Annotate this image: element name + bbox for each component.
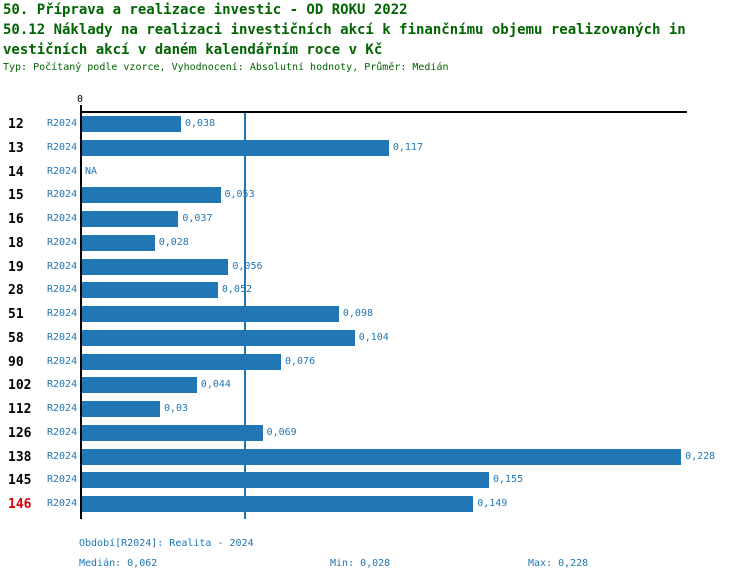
chart-row: 146 R2024 0,149 bbox=[0, 496, 750, 512]
chart-row: 15 R2024 0,053 bbox=[0, 187, 750, 204]
row-id-label: 126 bbox=[8, 425, 32, 441]
value-label: 0,104 bbox=[358, 331, 389, 343]
series-label: R2024 bbox=[47, 355, 78, 367]
series-label: R2024 bbox=[47, 213, 78, 224]
series-label: R2024 bbox=[47, 118, 78, 129]
series-label: R2024 bbox=[47, 165, 78, 177]
chart-row: 51 R2024 0,098 bbox=[0, 306, 750, 322]
chart-title-line2: 50.12 Náklady na realizaci investičních … bbox=[3, 22, 686, 38]
value-label: 0,053 bbox=[224, 189, 255, 201]
chart-row: 112 R2024 0,03 bbox=[0, 401, 750, 417]
chart-row: 58 R2024 0,104 bbox=[0, 329, 750, 346]
row-id-label: 112 bbox=[8, 402, 32, 417]
bar bbox=[81, 401, 160, 417]
row-id-label: 146 bbox=[8, 497, 32, 512]
value-label: 0,056 bbox=[232, 260, 263, 272]
chart-row: 126 R2024 0,069 bbox=[0, 424, 750, 441]
bar bbox=[81, 472, 489, 489]
footer-max: Max: 0,228 bbox=[528, 558, 589, 569]
value-label: 0,037 bbox=[182, 213, 213, 224]
bar bbox=[81, 448, 682, 465]
series-label: R2024 bbox=[47, 498, 78, 509]
bar bbox=[81, 306, 339, 322]
series-label: R2024 bbox=[47, 141, 78, 153]
bar bbox=[81, 377, 197, 394]
bar bbox=[81, 496, 474, 512]
value-label: 0,117 bbox=[392, 141, 423, 153]
row-id-label: 18 bbox=[8, 235, 24, 251]
value-label: 0,044 bbox=[200, 379, 231, 391]
series-label: R2024 bbox=[47, 331, 78, 343]
series-label: R2024 bbox=[47, 308, 78, 319]
bar bbox=[81, 116, 181, 132]
bar bbox=[81, 282, 218, 299]
row-id-label: 90 bbox=[8, 354, 24, 370]
value-label: 0,076 bbox=[285, 355, 316, 367]
series-label: R2024 bbox=[47, 474, 78, 486]
value-label: 0,03 bbox=[164, 403, 189, 414]
chart-row: 28 R2024 0,052 bbox=[0, 282, 750, 299]
row-id-label: 15 bbox=[8, 188, 24, 204]
chart-row: 145 R2024 0,155 bbox=[0, 472, 750, 489]
value-label: 0,098 bbox=[342, 308, 373, 319]
chart-row: 14 R2024 NA bbox=[0, 164, 750, 180]
chart-row: 18 R2024 0,028 bbox=[0, 234, 750, 251]
chart-row: 13 R2024 0,117 bbox=[0, 139, 750, 156]
bar bbox=[81, 139, 389, 156]
row-id-label: 138 bbox=[8, 449, 32, 465]
bar bbox=[81, 424, 263, 441]
value-label: 0,069 bbox=[266, 426, 297, 438]
top-axis-line bbox=[80, 111, 687, 113]
value-label: 0,028 bbox=[158, 236, 189, 248]
row-id-label: 16 bbox=[8, 212, 24, 227]
y-axis-line bbox=[80, 105, 82, 519]
row-id-label: 145 bbox=[8, 473, 32, 489]
footer-period: Období[R2024]: Realita - 2024 bbox=[79, 538, 254, 549]
na-label: NA bbox=[85, 165, 98, 177]
bar bbox=[81, 258, 229, 275]
chart-rows: 12 R2024 0,038 13 R2024 0,117 14 R2024 NA 15 R2024… bbox=[0, 116, 750, 528]
value-label: 0,038 bbox=[185, 118, 216, 129]
chart-row: 90 R2024 0,076 bbox=[0, 353, 750, 370]
chart-title-line3: vestičních akcí v daném kalendářním roce… bbox=[3, 42, 383, 58]
x-axis-zero-tick: 0 bbox=[76, 94, 84, 105]
row-id-label: 58 bbox=[8, 330, 24, 346]
row-id-label: 28 bbox=[8, 283, 24, 299]
row-id-label: 14 bbox=[8, 164, 24, 180]
bar bbox=[81, 234, 155, 251]
chart-row: 19 R2024 0,056 bbox=[0, 258, 750, 275]
row-id-label: 12 bbox=[8, 117, 24, 132]
series-label: R2024 bbox=[47, 379, 78, 391]
value-label: 0,149 bbox=[477, 498, 508, 509]
bar bbox=[81, 211, 179, 227]
chart-row: 102 R2024 0,044 bbox=[0, 377, 750, 394]
value-label: 0,228 bbox=[685, 450, 716, 462]
series-label: R2024 bbox=[47, 426, 78, 438]
bar bbox=[81, 353, 281, 370]
series-label: R2024 bbox=[47, 236, 78, 248]
value-label: 0,052 bbox=[221, 284, 252, 296]
row-id-label: 19 bbox=[8, 259, 24, 275]
footer-median: Medián: 0,062 bbox=[79, 558, 158, 569]
chart-row: 12 R2024 0,038 bbox=[0, 116, 750, 132]
row-id-label: 13 bbox=[8, 140, 24, 156]
row-id-label: 51 bbox=[8, 307, 24, 322]
chart-row: 138 R2024 0,228 bbox=[0, 448, 750, 465]
series-label: R2024 bbox=[47, 450, 78, 462]
series-label: R2024 bbox=[47, 260, 78, 272]
row-id-label: 102 bbox=[8, 378, 32, 394]
chart-meta-line: Typ: Počítaný podle vzorce, Vyhodnocení:… bbox=[3, 62, 449, 73]
series-label: R2024 bbox=[47, 284, 78, 296]
bar bbox=[81, 187, 221, 204]
series-label: R2024 bbox=[47, 403, 78, 414]
series-label: R2024 bbox=[47, 189, 78, 201]
bar bbox=[81, 329, 355, 346]
chart-row: 16 R2024 0,037 bbox=[0, 211, 750, 227]
chart-title-line1: 50. Příprava a realizace investic - OD R… bbox=[3, 2, 408, 18]
value-label: 0,155 bbox=[493, 474, 524, 486]
footer-min: Min: 0,028 bbox=[330, 558, 391, 569]
